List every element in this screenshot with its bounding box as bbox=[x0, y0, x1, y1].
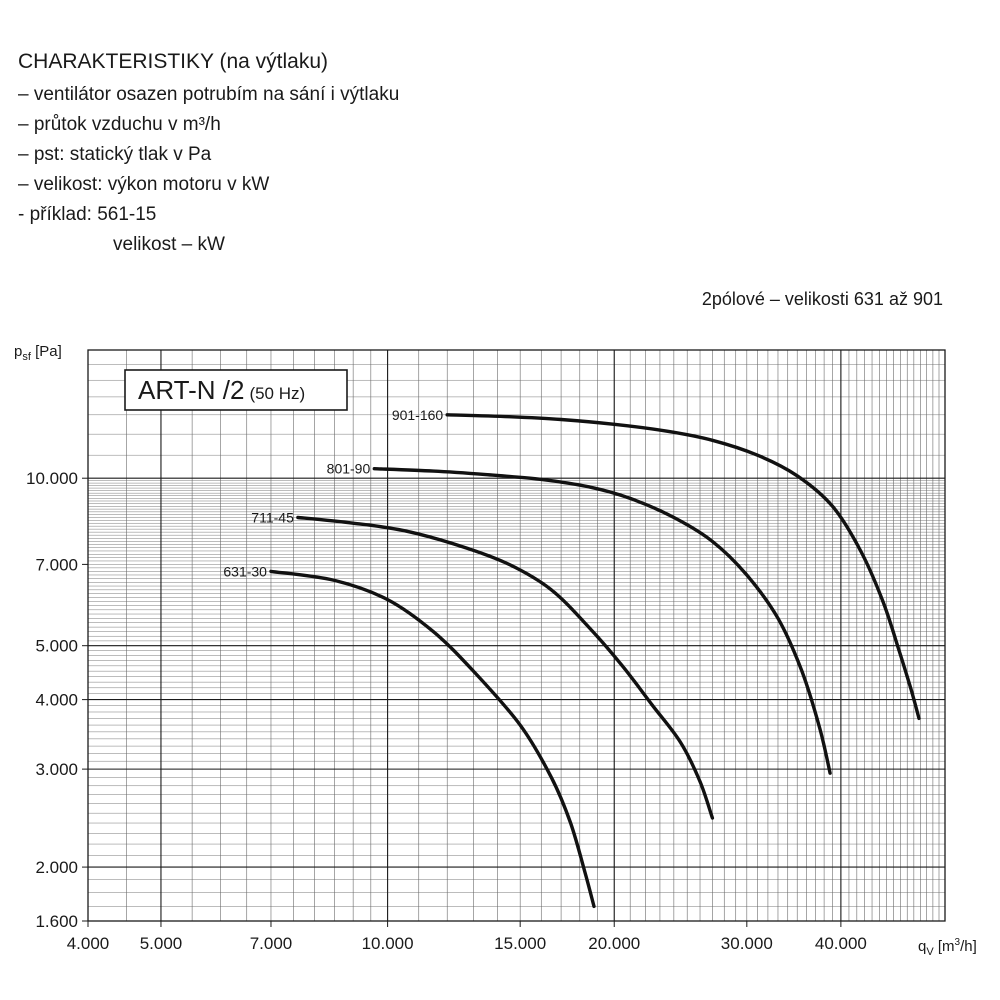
chart-grid bbox=[87, 349, 946, 922]
model-box-frame bbox=[124, 369, 348, 411]
curve-labels: 631-30 711-45 801-90 901-160 bbox=[223, 407, 443, 580]
curve-label-631-30: 631-30 bbox=[223, 563, 267, 579]
x-axis-label-unit-pre: [m bbox=[934, 938, 955, 955]
x-axis-label-sub: V bbox=[926, 946, 934, 958]
header-line-4: – velikost: výkon motoru v kW bbox=[18, 174, 270, 195]
y-axis-label: psf [Pa] bbox=[14, 343, 62, 363]
x-tick-label: 40.000 bbox=[815, 934, 867, 953]
header-line-1: – ventilátor osazen potrubím na sání i v… bbox=[18, 84, 400, 105]
y-tick-label: 2.000 bbox=[35, 858, 78, 877]
x-axis-label-main: q bbox=[918, 938, 926, 955]
curve-label-901-160: 901-160 bbox=[392, 407, 444, 423]
y-tick-label: 3.000 bbox=[35, 760, 78, 779]
model-box: ART-N /2 (50 Hz) bbox=[124, 369, 348, 411]
header-line-2: – průtok vzduchu v m³/h bbox=[18, 114, 221, 135]
y-axis-label-main: p bbox=[14, 343, 22, 360]
y-axis-label-unit: [Pa] bbox=[31, 343, 62, 360]
x-axis-label-unit-post: /h] bbox=[960, 938, 977, 955]
x-tick-labels: 4.000 5.000 7.000 10.000 15.000 20.000 30.000 4… bbox=[67, 921, 867, 953]
y-tick-label: 10.000 bbox=[26, 469, 78, 488]
x-tick-label: 30.000 bbox=[721, 934, 773, 953]
y-axis-label-sub: sf bbox=[22, 351, 32, 363]
x-tick-label: 15.000 bbox=[494, 934, 546, 953]
header-line-6: velikost – kW bbox=[113, 234, 225, 255]
header-line-5: - příklad: 561-15 bbox=[18, 204, 157, 225]
y-tick-label: 4.000 bbox=[35, 691, 78, 710]
model-box-main: ART-N /2 bbox=[138, 375, 244, 405]
x-tick-label: 7.000 bbox=[250, 934, 293, 953]
y-tick-label: 7.000 bbox=[35, 555, 78, 574]
model-box-sub: (50 Hz) bbox=[249, 384, 305, 403]
x-tick-label: 4.000 bbox=[67, 934, 110, 953]
y-tick-label: 5.000 bbox=[35, 637, 78, 656]
y-tick-labels: 1.600 2.000 3.000 4.000 5.000 7.000 10.000 bbox=[26, 469, 88, 931]
x-axis-label-sup: 3 bbox=[955, 937, 961, 948]
curve-711-45 bbox=[296, 515, 715, 820]
chart-subtitle: 2pólové – velikosti 631 až 901 bbox=[701, 289, 943, 309]
x-tick-label: 5.000 bbox=[140, 934, 183, 953]
header: CHARAKTERISTIKY (na výtlaku) – ventiláto… bbox=[18, 50, 399, 260]
x-tick-label: 20.000 bbox=[588, 934, 640, 953]
header-line-3: – pst: statický tlak v Pa bbox=[18, 144, 212, 165]
curve-label-801-90: 801-90 bbox=[327, 461, 371, 477]
curve-901-160 bbox=[445, 413, 921, 721]
curve-label-711-45: 711-45 bbox=[251, 509, 294, 525]
plot-frame bbox=[87, 349, 946, 922]
chart-curves bbox=[269, 413, 921, 909]
curve-631-30 bbox=[269, 569, 596, 909]
x-axis-label: qV [m3/h] bbox=[918, 937, 977, 958]
model-box-label: ART-N /2 (50 Hz) bbox=[138, 375, 305, 405]
curve-801-90 bbox=[372, 467, 832, 775]
x-tick-label: 10.000 bbox=[362, 934, 414, 953]
header-title: CHARAKTERISTIKY (na výtlaku) bbox=[18, 50, 329, 73]
y-tick-label: 1.600 bbox=[35, 912, 78, 931]
